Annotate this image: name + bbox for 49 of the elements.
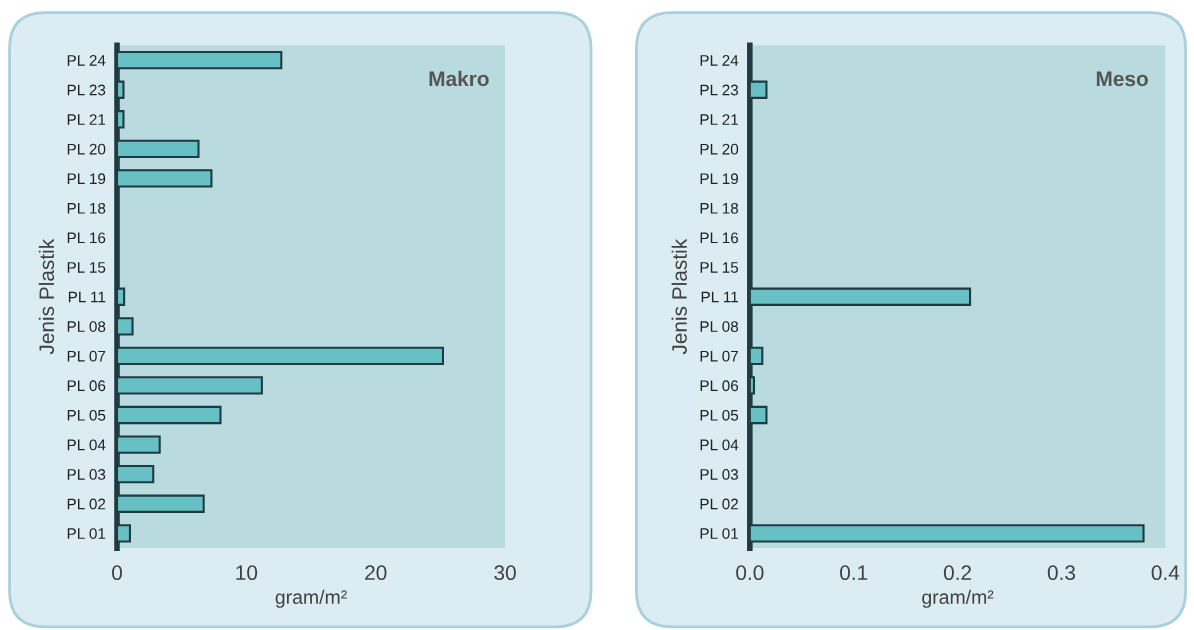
y-tick-label: PL 19 — [700, 173, 738, 185]
y-tick-label: PL 03 — [67, 469, 106, 480]
x-tick-label: 20 — [365, 565, 387, 581]
y-tick-label: PL 18 — [700, 202, 739, 214]
y-axis-title: Jenis Plastik — [671, 238, 687, 355]
y-tick-label: PL 08 — [700, 321, 739, 332]
y-tick-label: PL 23 — [67, 84, 106, 96]
y-tick-label: PL 07 — [700, 350, 738, 362]
y-tick-label: PL 02 — [67, 498, 106, 510]
y-tick-label: PL 15 — [700, 262, 739, 273]
y-tick-label: PL 11 — [701, 291, 738, 303]
y-tick-label: PL 01 — [67, 528, 106, 539]
y-tick-label: PL 16 — [700, 232, 739, 244]
y-tick-label: PL 16 — [67, 232, 106, 244]
x-tick-label: 0 — [112, 565, 122, 581]
y-tick-label: PL 21 — [67, 114, 106, 125]
y-tick-label: PL 04 — [700, 439, 739, 451]
text: Makro — [429, 70, 489, 87]
y-tick-label: PL 06 — [67, 380, 106, 392]
y-tick-label: PL 01 — [700, 528, 738, 539]
y-tick-label: PL 18 — [67, 202, 106, 214]
y-tick-label: PL 03 — [700, 469, 739, 480]
y-tick-label: PL 24 — [67, 55, 106, 66]
y-tick-label: PL 21 — [700, 114, 738, 125]
y-tick-label: PL 08 — [67, 321, 106, 332]
y-tick-label: PL 24 — [700, 55, 739, 66]
y-tick-label: PL 04 — [67, 439, 106, 451]
y-tick-label: PL 06 — [700, 380, 739, 392]
y-tick-label: PL 05 — [700, 409, 739, 421]
y-tick-label: PL 02 — [700, 498, 738, 510]
x-tick-label: 0.2 — [943, 565, 972, 581]
x-tick-label: 0.0 — [736, 565, 764, 581]
x-tick-label: 0.4 — [1151, 565, 1180, 581]
x-tick-label: 0.3 — [1047, 565, 1076, 581]
y-tick-label: PL 05 — [67, 409, 106, 421]
y-tick-label: PL 23 — [700, 84, 739, 96]
text: Meso — [1096, 71, 1148, 87]
y-tick-label: PL 15 — [67, 262, 106, 273]
x-tick-label: 0.1 — [840, 565, 868, 581]
y-tick-label: PL 07 — [67, 350, 106, 362]
y-tick-label: PL 11 — [68, 291, 106, 303]
y-axis-title: Jenis Plastik — [38, 238, 55, 355]
x-tick-label: 10 — [236, 565, 258, 581]
x-axis-title: gram/m² — [275, 589, 347, 608]
x-axis-title: gram/m² — [922, 589, 994, 608]
x-tick-label: 30 — [494, 565, 516, 581]
y-tick-label: PL 20 — [67, 143, 106, 155]
y-tick-label: PL 20 — [700, 143, 739, 155]
y-tick-label: PL 19 — [67, 173, 106, 185]
